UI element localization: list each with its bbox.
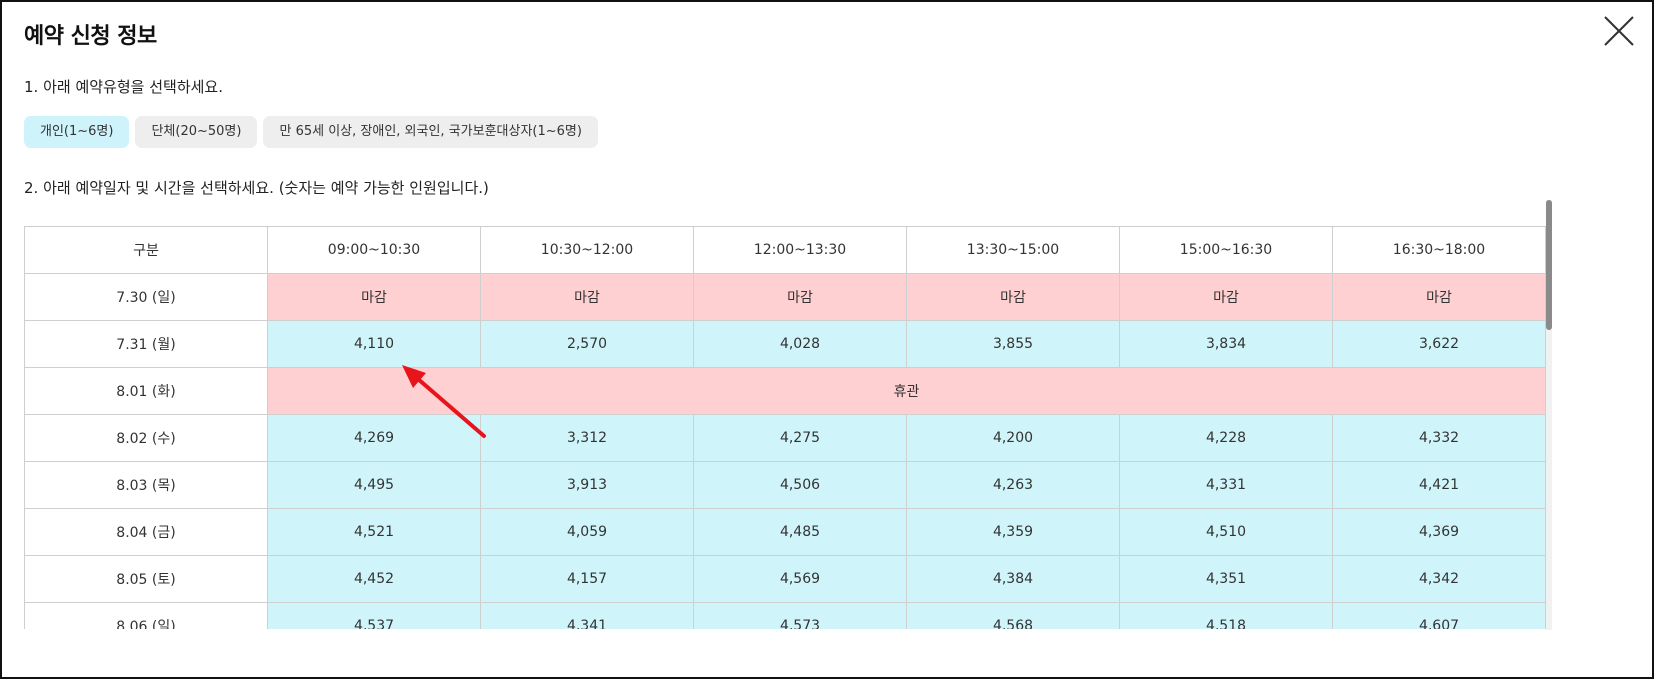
column-header: 10:30~12:00: [480, 226, 694, 274]
slot-cell[interactable]: 4,059: [480, 508, 694, 556]
closed-cell: 마감: [1332, 273, 1546, 321]
row-date: 8.05 (토): [24, 555, 268, 603]
slot-cell[interactable]: 4,607: [1332, 602, 1546, 629]
slot-cell[interactable]: 4,537: [267, 602, 481, 629]
closed-cell: 마감: [1119, 273, 1333, 321]
row-date: 8.01 (화): [24, 367, 268, 415]
slot-cell[interactable]: 4,331: [1119, 461, 1333, 509]
row-date: 7.31 (월): [24, 320, 268, 368]
table-row: 8.02 (수) 4,269 3,312 4,275 4,200 4,228 4…: [24, 414, 1546, 462]
table-header-row: 구분 09:00~10:30 10:30~12:00 12:00~13:30 1…: [24, 226, 1546, 274]
row-date: 8.02 (수): [24, 414, 268, 462]
slot-cell[interactable]: 4,521: [267, 508, 481, 556]
type-individual-button[interactable]: 개인(1~6명): [24, 116, 130, 148]
step2-instruction: 2. 아래 예약일자 및 시간을 선택하세요. (숫자는 예약 가능한 인원입니…: [24, 179, 489, 197]
table-row: 7.30 (일) 마감 마감 마감 마감 마감 마감: [24, 273, 1546, 321]
slot-cell[interactable]: 4,157: [480, 555, 694, 603]
closed-cell: 마감: [693, 273, 907, 321]
slot-cell[interactable]: 4,452: [267, 555, 481, 603]
slot-cell[interactable]: 4,200: [906, 414, 1120, 462]
slot-cell[interactable]: 3,622: [1332, 320, 1546, 368]
slot-cell[interactable]: 4,351: [1119, 555, 1333, 603]
column-header: 09:00~10:30: [267, 226, 481, 274]
row-date: 8.06 (일): [24, 602, 268, 629]
slot-cell[interactable]: 4,028: [693, 320, 907, 368]
row-date: 8.04 (금): [24, 508, 268, 556]
slot-cell[interactable]: 3,312: [480, 414, 694, 462]
slot-cell[interactable]: 4,495: [267, 461, 481, 509]
slot-cell[interactable]: 4,506: [693, 461, 907, 509]
scrollbar-thumb[interactable]: [1546, 200, 1552, 330]
table-row: 8.05 (토) 4,452 4,157 4,569 4,384 4,351 4…: [24, 555, 1546, 603]
slot-cell[interactable]: 4,269: [267, 414, 481, 462]
slot-cell[interactable]: 4,332: [1332, 414, 1546, 462]
close-button[interactable]: [1602, 14, 1636, 48]
slot-cell[interactable]: 4,342: [1332, 555, 1546, 603]
holiday-cell: 휴관: [267, 367, 1546, 415]
type-special-button[interactable]: 만 65세 이상, 장애인, 외국인, 국가보훈대상자(1~6명): [263, 116, 598, 148]
slot-cell[interactable]: 4,263: [906, 461, 1120, 509]
slot-cell[interactable]: 4,359: [906, 508, 1120, 556]
column-header: 15:00~16:30: [1119, 226, 1333, 274]
slot-cell[interactable]: 4,341: [480, 602, 694, 629]
slot-cell[interactable]: 4,110: [267, 320, 481, 368]
row-date: 7.30 (일): [24, 273, 268, 321]
column-header: 구분: [24, 226, 268, 274]
table-row: 8.04 (금) 4,521 4,059 4,485 4,359 4,510 4…: [24, 508, 1546, 556]
slot-cell[interactable]: 4,485: [693, 508, 907, 556]
row-date: 8.03 (목): [24, 461, 268, 509]
slot-cell[interactable]: 4,569: [693, 555, 907, 603]
slot-cell[interactable]: 4,384: [906, 555, 1120, 603]
slot-cell[interactable]: 4,421: [1332, 461, 1546, 509]
slot-cell[interactable]: 4,510: [1119, 508, 1333, 556]
slot-cell[interactable]: 4,275: [693, 414, 907, 462]
close-icon: [1604, 16, 1634, 46]
closed-cell: 마감: [480, 273, 694, 321]
reservation-type-group: 개인(1~6명) 단체(20~50명) 만 65세 이상, 장애인, 외국인, …: [24, 116, 598, 148]
column-header: 13:30~15:00: [906, 226, 1120, 274]
schedule-table-container: 구분 09:00~10:30 10:30~12:00 12:00~13:30 1…: [24, 226, 1546, 629]
slot-cell[interactable]: 4,518: [1119, 602, 1333, 629]
slot-cell[interactable]: 3,855: [906, 320, 1120, 368]
slot-cell[interactable]: 4,568: [906, 602, 1120, 629]
modal-title: 예약 신청 정보: [24, 24, 157, 49]
table-row: 8.01 (화) 휴관: [24, 367, 1546, 415]
slot-cell[interactable]: 4,573: [693, 602, 907, 629]
slot-cell[interactable]: 2,570: [480, 320, 694, 368]
closed-cell: 마감: [906, 273, 1120, 321]
slot-cell[interactable]: 4,228: [1119, 414, 1333, 462]
table-row: 8.03 (목) 4,495 3,913 4,506 4,263 4,331 4…: [24, 461, 1546, 509]
slot-cell[interactable]: 3,913: [480, 461, 694, 509]
column-header: 16:30~18:00: [1332, 226, 1546, 274]
slot-cell[interactable]: 3,834: [1119, 320, 1333, 368]
closed-cell: 마감: [267, 273, 481, 321]
vertical-scrollbar[interactable]: [1546, 200, 1552, 630]
table-row: 8.06 (일) 4,537 4,341 4,573 4,568 4,518 4…: [24, 602, 1546, 629]
slot-cell[interactable]: 4,369: [1332, 508, 1546, 556]
table-row: 7.31 (월) 4,110 2,570 4,028 3,855 3,834 3…: [24, 320, 1546, 368]
schedule-table: 구분 09:00~10:30 10:30~12:00 12:00~13:30 1…: [24, 226, 1546, 629]
column-header: 12:00~13:30: [693, 226, 907, 274]
step1-instruction: 1. 아래 예약유형을 선택하세요.: [24, 78, 223, 96]
type-group-button[interactable]: 단체(20~50명): [135, 116, 258, 148]
